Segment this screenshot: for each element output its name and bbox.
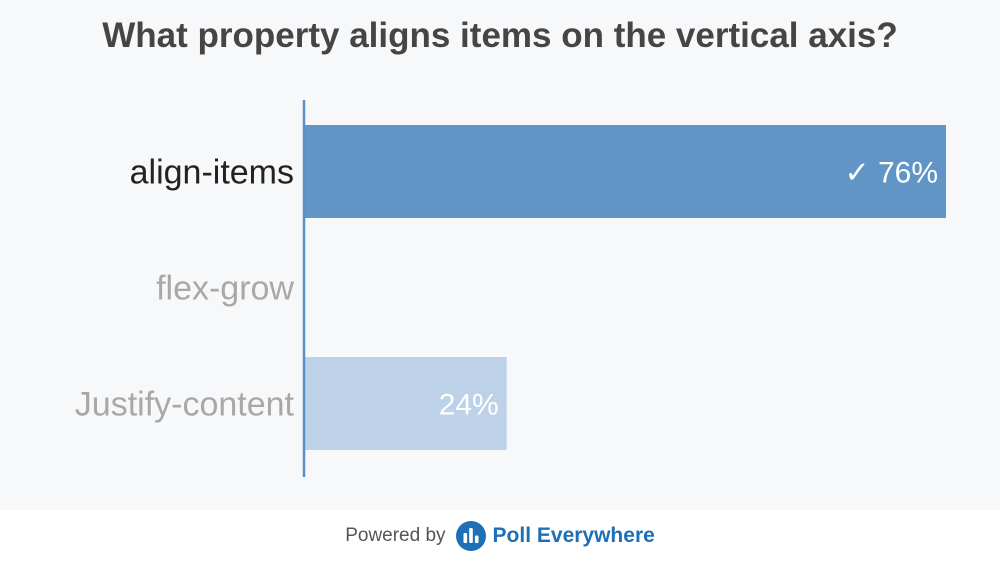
poll-bar-chart: align-items ✓ 76% flex-grow Justify-content… bbox=[75, 100, 946, 477]
value-label: 24% bbox=[439, 389, 499, 422]
category-label: flex-grow bbox=[156, 270, 294, 308]
poll-everywhere-brand: Poll Everywhere bbox=[492, 524, 655, 547]
category-label: align-items bbox=[130, 154, 294, 192]
poll-everywhere-logo-icon bbox=[455, 521, 486, 551]
powered-by-text: Powered by bbox=[345, 525, 446, 546]
bar-align-items bbox=[304, 125, 946, 218]
poll-question: What property aligns items on the vertic… bbox=[102, 16, 898, 55]
value-label: ✓ 76% bbox=[844, 157, 938, 190]
bar-justify-content bbox=[304, 357, 507, 450]
category-label: Justify-content bbox=[75, 386, 295, 424]
footer: Powered by Poll Everywhere bbox=[0, 510, 1000, 562]
poll-stage: What property aligns items on the vertic… bbox=[74, 16, 946, 477]
